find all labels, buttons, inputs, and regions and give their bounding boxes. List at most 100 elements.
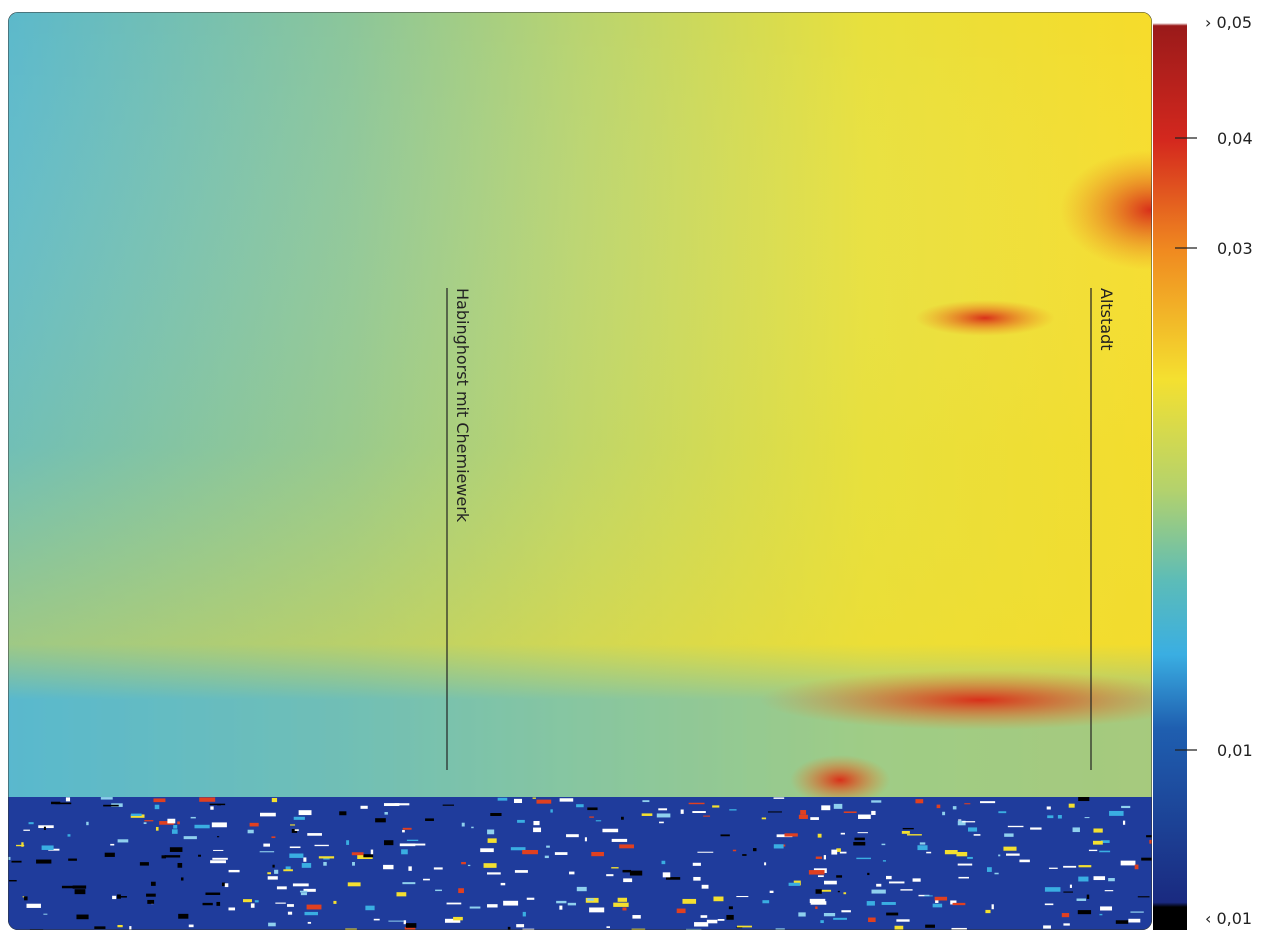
light [199,797,216,802]
light [104,852,115,857]
light [38,825,54,829]
light [611,867,619,869]
light [221,882,226,887]
light [352,861,355,866]
light [815,889,822,894]
light [617,897,628,902]
light [566,834,579,838]
light [567,902,577,906]
light [517,819,525,823]
light [171,829,178,834]
light [932,903,943,908]
light [833,917,847,920]
light [998,811,1007,814]
light [346,840,350,845]
light [973,834,981,836]
light [345,928,357,930]
colorbar-label: 0,01 [1217,741,1253,760]
light [180,877,184,881]
light [840,832,845,835]
light [912,878,921,882]
light [267,872,271,875]
light [1048,867,1058,869]
light [1006,853,1020,856]
light [587,807,598,811]
light [820,920,824,924]
light [435,889,442,892]
light [788,882,800,886]
light [347,882,361,887]
light [559,798,574,802]
light [146,893,156,897]
light [816,889,832,892]
light [613,902,629,907]
light [271,836,276,839]
light [944,850,958,855]
light [303,857,307,862]
light [991,904,994,910]
light [100,797,113,800]
light [260,812,276,817]
light [487,838,497,843]
light [216,901,221,906]
light [810,901,827,905]
light [1128,918,1141,923]
light [902,827,914,830]
light [1068,803,1075,808]
light [611,838,628,842]
light [896,919,910,922]
light [576,886,587,892]
light [623,878,633,883]
light [399,843,416,847]
light [680,809,684,814]
light [293,816,305,820]
light [272,864,275,868]
light [410,843,426,846]
city [8,797,1152,930]
light [72,885,87,889]
light [957,820,966,826]
light [110,843,115,846]
hotspot [915,300,1055,336]
light [16,844,25,847]
light [701,884,709,889]
light [423,878,430,881]
light [406,839,419,842]
light [856,857,871,860]
light [304,911,318,916]
light [22,896,25,898]
light [323,861,327,866]
light [228,869,240,873]
light [550,809,553,813]
light [888,881,905,884]
light [144,820,154,822]
light [697,851,714,853]
light [242,899,252,903]
light [300,892,307,896]
light [1109,810,1124,816]
light [726,914,734,920]
light [41,845,54,850]
light [676,908,686,914]
light [569,871,575,875]
light [211,822,227,828]
light [843,811,857,813]
light [318,856,335,859]
light [1019,859,1030,863]
light [522,928,535,930]
light [661,860,666,865]
light [533,820,540,826]
light [402,882,416,885]
light [934,896,948,901]
light [589,816,594,818]
light [736,895,749,898]
light [962,821,976,823]
light [301,863,312,868]
light [43,826,46,831]
light [858,814,871,819]
light [536,799,552,804]
light [773,797,785,799]
light [742,854,747,856]
light [363,854,374,858]
light [587,898,594,901]
